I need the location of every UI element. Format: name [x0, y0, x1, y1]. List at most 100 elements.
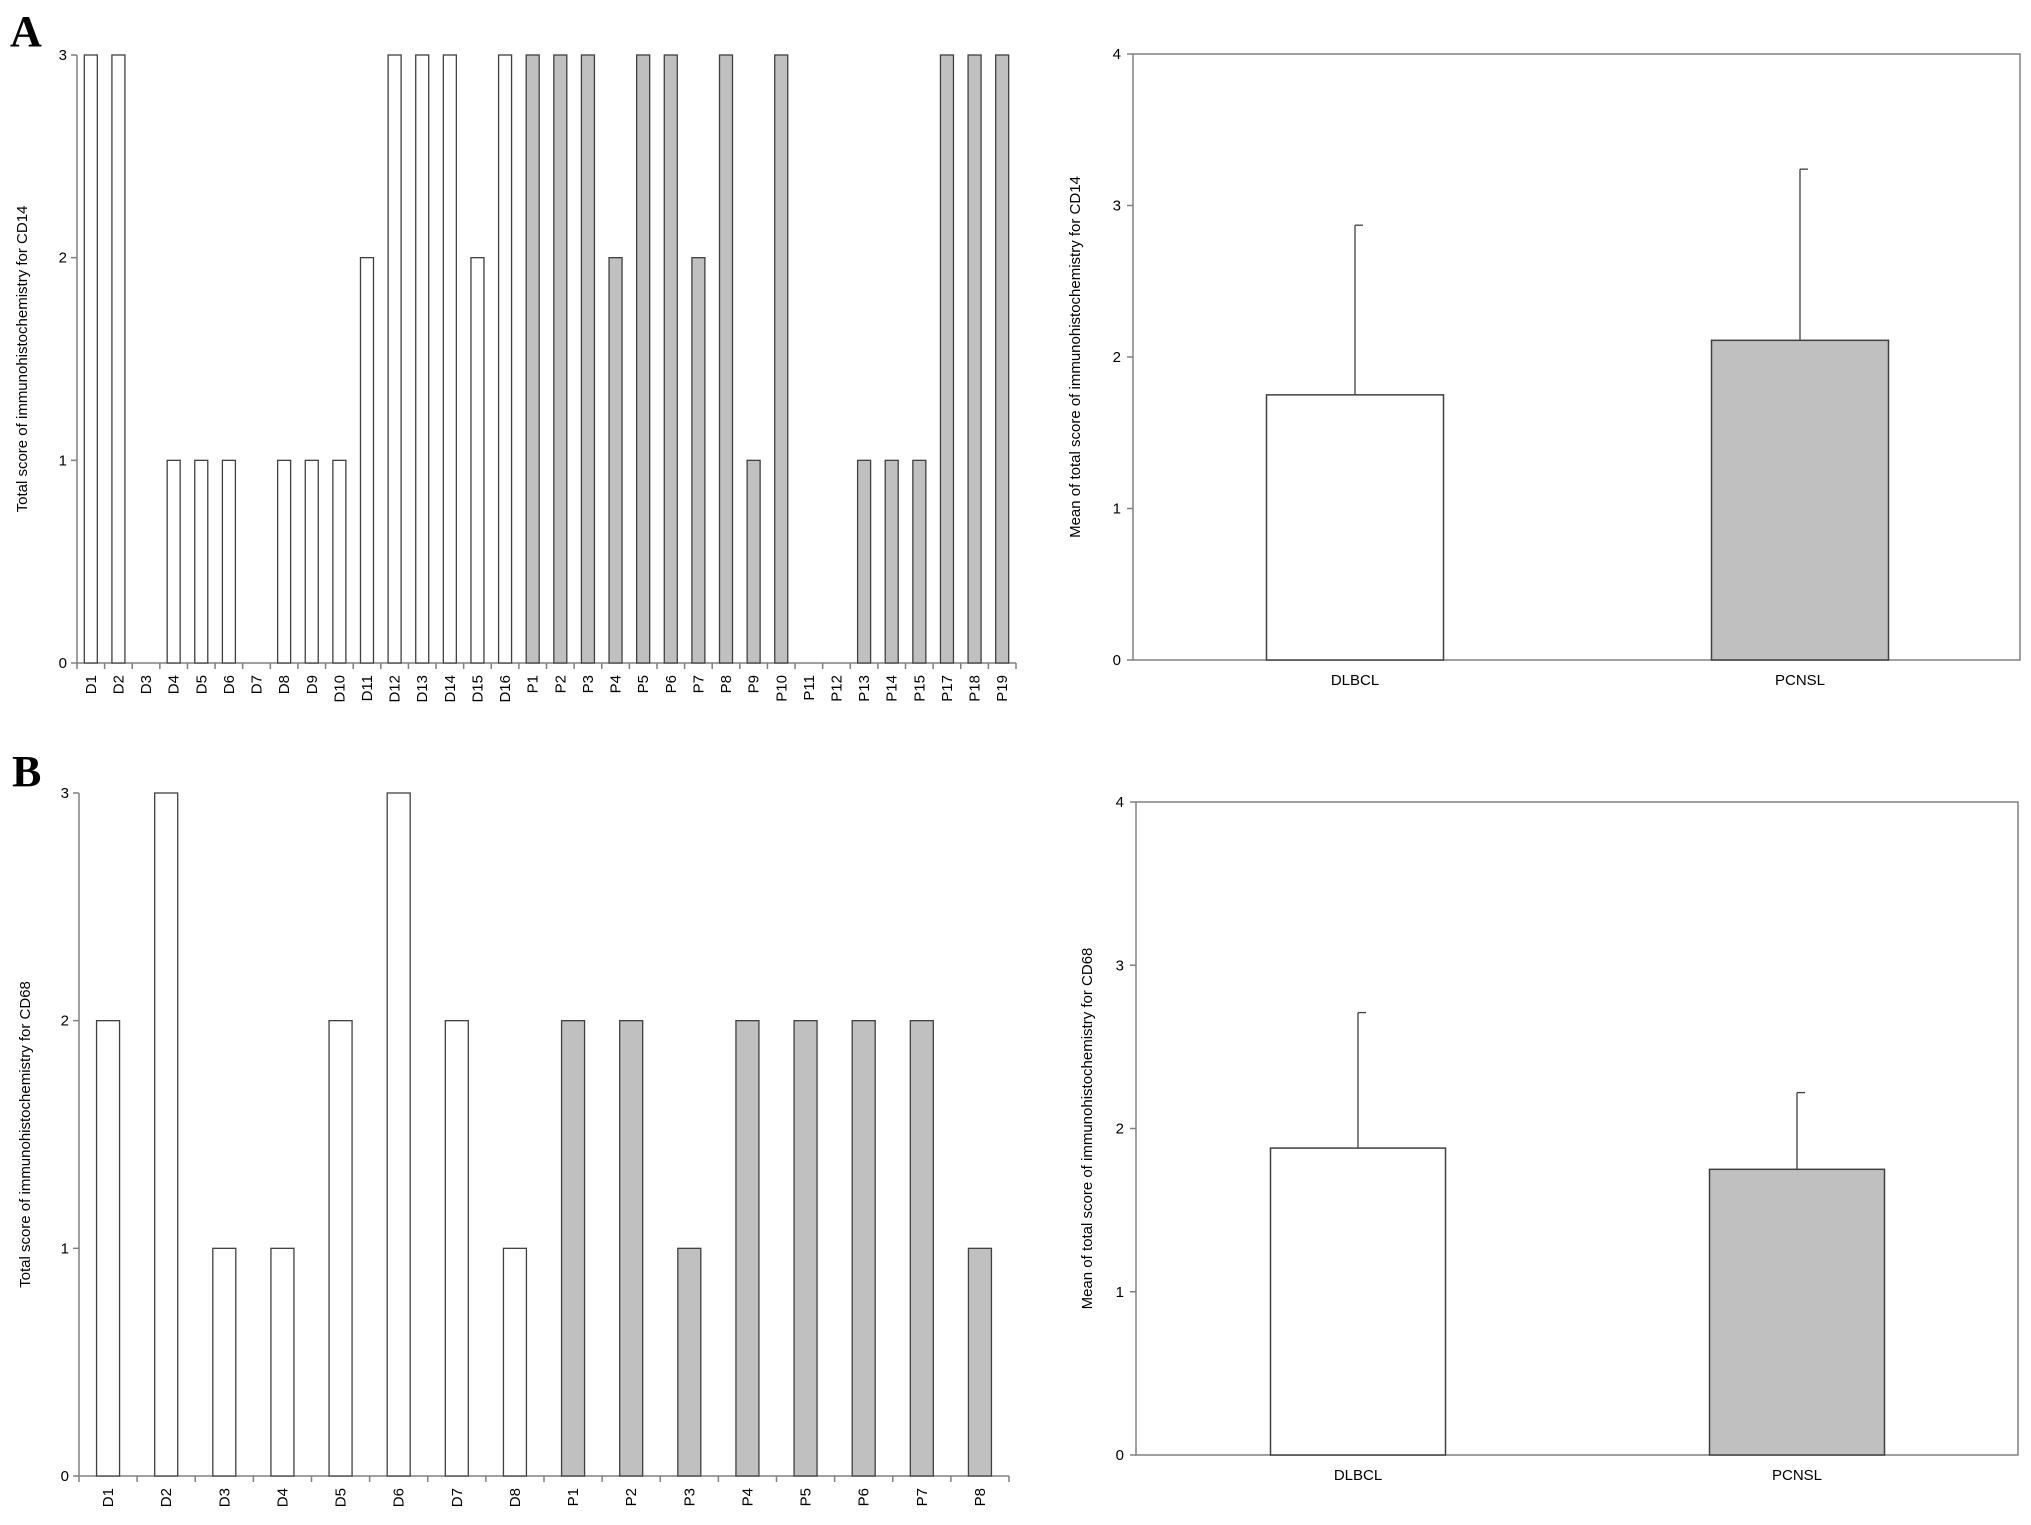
bar-d8 — [502, 1247, 528, 1477]
x-tick-label: P10 — [773, 675, 790, 702]
bar-pcnsl — [1708, 1168, 1886, 1456]
bar-p15 — [912, 459, 927, 664]
x-tick-label: P6 — [856, 1488, 873, 1506]
bar-d6 — [221, 459, 237, 664]
y-tick-label: 3 — [1113, 198, 1121, 215]
x-tick-label: DLBCL — [1334, 1467, 1382, 1484]
x-tick-label: P4 — [739, 1488, 756, 1506]
bar-d15 — [470, 257, 485, 664]
chart-b-individual-cd68: 0 1 2 3 D1 D2 D3 D4 D5 D6 D7 D8 P1 P2 P3 P4 P5 P6 P7 P8 Tota… — [17, 785, 1010, 1507]
x-tick-label: P9 — [746, 675, 763, 693]
bar-d16 — [497, 54, 513, 664]
x-tick-label: P1 — [525, 675, 542, 693]
x-tick-label: D4 — [166, 675, 183, 694]
x-tick-label: P2 — [623, 1488, 640, 1506]
x-tick-label: D8 — [276, 675, 293, 694]
x-tick-label: PCNSL — [1772, 1467, 1822, 1484]
x-tick-label: D5 — [193, 675, 210, 694]
x-tick-label: D12 — [387, 675, 404, 703]
x-tick-label: P1 — [565, 1488, 582, 1506]
x-tick-label: P14 — [884, 675, 901, 702]
y-axis-title: Total score of immunohistochemistry for … — [14, 206, 31, 513]
bar-d4 — [166, 459, 181, 664]
y-tick-label: 2 — [61, 1013, 69, 1030]
x-tick-label: P3 — [681, 1488, 698, 1506]
bar-p1 — [560, 1020, 586, 1477]
bar-p10 — [774, 54, 789, 664]
bar-d3 — [212, 1247, 237, 1477]
x-tick-label: D7 — [449, 1488, 466, 1507]
x-tick-label: D8 — [507, 1488, 524, 1507]
x-tick-label: P12 — [828, 675, 845, 702]
bar-d1 — [95, 1020, 121, 1477]
bar-d12 — [387, 54, 402, 664]
bar-p18 — [967, 54, 982, 664]
y-tick-label: 4 — [1116, 794, 1124, 811]
x-tick-label: P19 — [994, 675, 1011, 702]
bar-p9 — [746, 459, 761, 664]
y-tick-label: 4 — [1113, 46, 1121, 63]
x-tick-label: P15 — [911, 675, 928, 702]
y-tick-label: 2 — [1116, 1121, 1124, 1138]
x-tick-label: D1 — [100, 1488, 117, 1507]
x-tick-label: D1 — [83, 675, 100, 694]
x-tick-label: DLBCL — [1331, 672, 1379, 689]
y-tick-label: 3 — [61, 785, 69, 802]
chart-a-individual-cd14: 0 1 2 3 D1 D2 D3 D4 D5 D6 D7 D8 D9 D10 D11 D12 D13 D14 D15… — [14, 47, 1017, 703]
y-axis-title: Mean of total score of immunohistochemis… — [1079, 948, 1096, 1310]
bar-p7 — [909, 1020, 934, 1477]
x-tick-label: P5 — [798, 1488, 815, 1506]
x-tick-label: P8 — [718, 675, 735, 693]
x-tick-label: P4 — [608, 675, 625, 693]
bar-dlbcl — [1265, 394, 1445, 661]
bar-d9 — [304, 459, 319, 664]
bar-p4 — [608, 257, 623, 664]
bar-p3 — [677, 1247, 702, 1477]
x-tick-label: D2 — [110, 675, 127, 694]
y-tick-label: 1 — [1113, 501, 1121, 518]
x-tick-label: P2 — [552, 675, 569, 693]
x-tick-label: D16 — [497, 675, 514, 703]
bar-d4 — [270, 1247, 295, 1477]
bar-d2 — [111, 54, 126, 664]
bar-p4 — [735, 1020, 760, 1477]
bar-dlbcl — [1269, 1147, 1447, 1456]
y-tick-label: 3 — [1116, 957, 1124, 974]
y-tick-label: 2 — [1113, 349, 1121, 366]
y-axis-title: Mean of total score of immunohistochemis… — [1067, 176, 1084, 538]
x-tick-label: D6 — [221, 675, 238, 694]
x-tick-label: D9 — [304, 675, 321, 694]
panel-letter-b: B — [12, 747, 41, 796]
bar-p7 — [691, 257, 706, 664]
bar-p8 — [967, 1247, 993, 1477]
x-tick-label: P11 — [801, 675, 818, 701]
bar-d14 — [442, 54, 457, 664]
y-tick-label: 0 — [1113, 652, 1121, 669]
x-tick-label: D2 — [158, 1488, 175, 1507]
bar-p5 — [793, 1020, 818, 1477]
x-tick-label: PCNSL — [1775, 672, 1825, 689]
x-tick-label: D10 — [331, 675, 348, 703]
bar-p2 — [619, 1020, 644, 1477]
chart-a-mean-cd14: 0 1 2 3 4 DLBCL PCNSL Mean of total score of im… — [1067, 46, 2021, 689]
y-tick-label: 0 — [1116, 1447, 1124, 1464]
bar-d5 — [328, 1020, 353, 1477]
bar-d1 — [83, 54, 98, 664]
y-tick-label: 1 — [1116, 1284, 1124, 1301]
x-tick-label: D3 — [216, 1488, 233, 1507]
x-tick-label: P7 — [690, 675, 707, 693]
bar-p3 — [580, 54, 596, 664]
x-tick-label: P5 — [635, 675, 652, 693]
bar-p13 — [856, 459, 872, 664]
plot-frame — [1135, 801, 2019, 1456]
bar-pcnsl — [1710, 339, 1890, 661]
x-tick-label: D7 — [249, 675, 266, 694]
bar-d10 — [332, 459, 347, 664]
bar-d8 — [276, 459, 292, 664]
y-tick-label: 1 — [61, 1240, 69, 1257]
x-tick-label: P13 — [856, 675, 873, 702]
x-tick-label: P7 — [914, 1488, 931, 1506]
x-tick-label: P8 — [972, 1488, 989, 1506]
chart-b-mean-cd68: 0 1 2 3 4 DLBCL PCNSL Mean of total score of im… — [1079, 794, 2019, 1484]
bar-p6 — [663, 54, 678, 664]
